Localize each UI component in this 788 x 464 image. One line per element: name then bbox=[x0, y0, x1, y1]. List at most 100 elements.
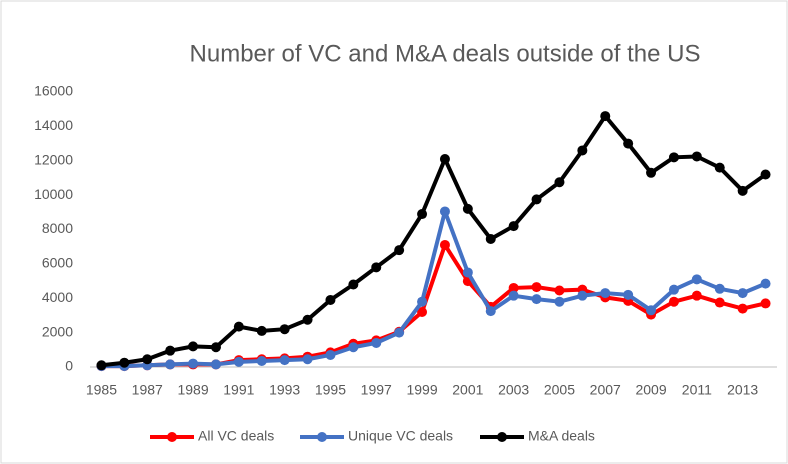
data-point bbox=[554, 296, 565, 307]
x-tick-label: 1993 bbox=[269, 382, 300, 398]
data-point bbox=[737, 185, 748, 196]
data-point bbox=[188, 358, 199, 369]
y-tick-label: 14000 bbox=[34, 117, 73, 133]
data-point bbox=[577, 290, 588, 301]
data-point bbox=[279, 355, 290, 366]
data-point bbox=[668, 296, 679, 307]
data-point bbox=[439, 239, 450, 250]
x-tick-label: 2005 bbox=[544, 382, 575, 398]
x-tick-label: 1987 bbox=[132, 382, 163, 398]
data-point bbox=[691, 151, 702, 162]
data-point bbox=[760, 169, 771, 180]
data-point bbox=[302, 354, 313, 365]
data-point bbox=[600, 288, 611, 299]
data-point bbox=[531, 294, 542, 305]
data-point bbox=[165, 345, 176, 356]
data-point bbox=[714, 297, 725, 308]
chart-title: Number of VC and M&A deals outside of th… bbox=[190, 40, 701, 67]
data-point bbox=[508, 221, 519, 232]
data-point bbox=[439, 206, 450, 217]
data-point bbox=[531, 282, 542, 293]
data-point bbox=[646, 167, 657, 178]
data-point bbox=[371, 262, 382, 273]
data-point bbox=[256, 355, 267, 366]
y-tick-label: 8000 bbox=[42, 220, 73, 236]
data-point bbox=[577, 145, 588, 156]
data-point bbox=[737, 288, 748, 299]
data-point bbox=[394, 245, 405, 256]
data-point bbox=[531, 194, 542, 205]
legend-marker bbox=[167, 432, 177, 442]
y-tick-label: 4000 bbox=[42, 289, 73, 305]
y-tick-label: 0 bbox=[65, 358, 73, 374]
data-point bbox=[417, 209, 428, 220]
data-point bbox=[233, 321, 244, 332]
data-point bbox=[210, 342, 221, 353]
data-point bbox=[737, 303, 748, 314]
x-tick-label: 1995 bbox=[315, 382, 346, 398]
data-point bbox=[417, 307, 428, 317]
data-point bbox=[485, 233, 496, 244]
data-point bbox=[714, 162, 725, 173]
x-tick-label: 2001 bbox=[452, 382, 483, 398]
data-point bbox=[462, 267, 473, 278]
y-tick-label: 10000 bbox=[34, 186, 73, 202]
data-point bbox=[325, 349, 336, 360]
x-tick-label: 1999 bbox=[406, 382, 437, 398]
legend-label: All VC deals bbox=[198, 428, 274, 444]
data-point bbox=[462, 203, 473, 214]
data-point bbox=[325, 294, 336, 305]
x-tick-label: 2009 bbox=[635, 382, 666, 398]
data-point bbox=[646, 305, 657, 316]
data-point bbox=[256, 325, 267, 336]
data-point bbox=[508, 282, 519, 293]
data-point bbox=[668, 152, 679, 163]
data-point bbox=[554, 177, 565, 188]
x-tick-label: 1985 bbox=[86, 382, 117, 398]
x-tick-label: 2011 bbox=[682, 382, 712, 398]
data-point bbox=[119, 357, 130, 368]
y-tick-label: 12000 bbox=[34, 151, 73, 167]
legend-label: M&A deals bbox=[528, 428, 595, 444]
legend-label: Unique VC deals bbox=[348, 428, 453, 444]
legend-marker bbox=[317, 432, 327, 442]
data-point bbox=[210, 359, 221, 370]
data-point bbox=[623, 289, 634, 300]
x-tick-label: 1997 bbox=[361, 382, 392, 398]
data-point bbox=[554, 285, 565, 296]
x-tick-label: 2007 bbox=[590, 382, 621, 398]
data-point bbox=[279, 324, 290, 335]
data-point bbox=[348, 342, 359, 353]
data-point bbox=[691, 290, 702, 301]
data-point bbox=[600, 111, 611, 122]
data-point bbox=[96, 360, 107, 371]
data-point bbox=[760, 298, 771, 309]
data-point bbox=[142, 354, 153, 365]
data-point bbox=[714, 283, 725, 294]
data-point bbox=[188, 341, 199, 352]
data-point bbox=[439, 154, 450, 165]
data-point bbox=[233, 356, 244, 367]
data-point bbox=[691, 274, 702, 285]
data-point bbox=[348, 279, 359, 290]
x-tick-label: 1991 bbox=[223, 382, 254, 398]
data-point bbox=[417, 296, 428, 307]
data-point bbox=[371, 337, 382, 348]
data-point bbox=[485, 306, 496, 317]
data-point bbox=[394, 327, 405, 338]
data-point bbox=[760, 278, 771, 289]
x-tick-label: 2013 bbox=[727, 382, 758, 398]
data-point bbox=[165, 359, 176, 370]
data-point bbox=[668, 284, 679, 295]
data-point bbox=[302, 314, 313, 325]
y-tick-label: 2000 bbox=[42, 323, 73, 339]
data-point bbox=[623, 138, 634, 149]
legend-marker bbox=[497, 432, 507, 442]
x-tick-label: 2003 bbox=[498, 382, 529, 398]
y-tick-label: 6000 bbox=[42, 255, 73, 271]
y-tick-label: 16000 bbox=[34, 83, 73, 99]
x-tick-label: 1989 bbox=[177, 382, 208, 398]
data-point bbox=[508, 290, 519, 301]
